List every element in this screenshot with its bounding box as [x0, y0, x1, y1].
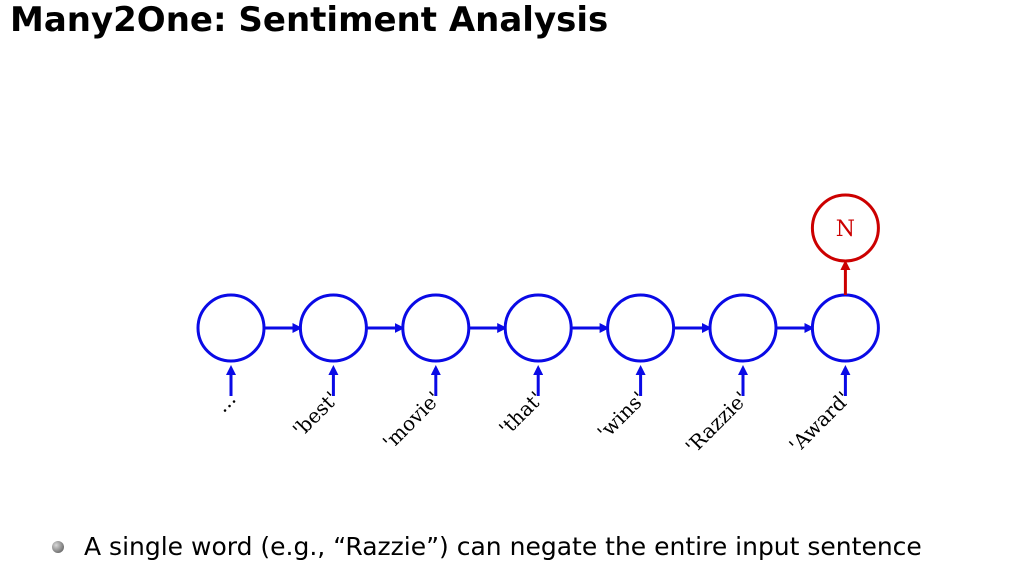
output-node: [810, 193, 880, 263]
input-word-label-7: 'Award': [784, 387, 855, 458]
slide-title: Many2One: Sentiment Analysis: [10, 0, 609, 40]
bullet-text: A single word (e.g., “Razzie”) can negat…: [84, 532, 922, 561]
hidden-state-node-2: [298, 293, 368, 363]
bullet-icon: [52, 541, 64, 553]
input-word-label-3: 'movie': [378, 387, 446, 455]
output-group: N: [810, 193, 880, 295]
input-word-label-6: 'Razzie': [681, 387, 753, 459]
input-word-labels: ...'best''movie''that''wins' 'Razzie' 'Awa…: [210, 387, 855, 459]
hidden-state-node-7: [810, 293, 880, 363]
hidden-state-nodes: [196, 293, 880, 363]
hidden-state-node-5: [606, 293, 676, 363]
hidden-state-node-1: [196, 293, 266, 363]
hidden-state-node-4: [503, 293, 573, 363]
output-label: N: [836, 217, 855, 242]
input-word-label-5: 'wins': [592, 387, 650, 445]
hidden-state-node-3: [401, 293, 471, 363]
bullet-item: A single word (e.g., “Razzie”) can negat…: [52, 530, 922, 564]
diagram-connections: [226, 323, 851, 396]
hidden-state-node-6: [708, 293, 778, 363]
input-word-label-1: ...: [210, 387, 240, 417]
